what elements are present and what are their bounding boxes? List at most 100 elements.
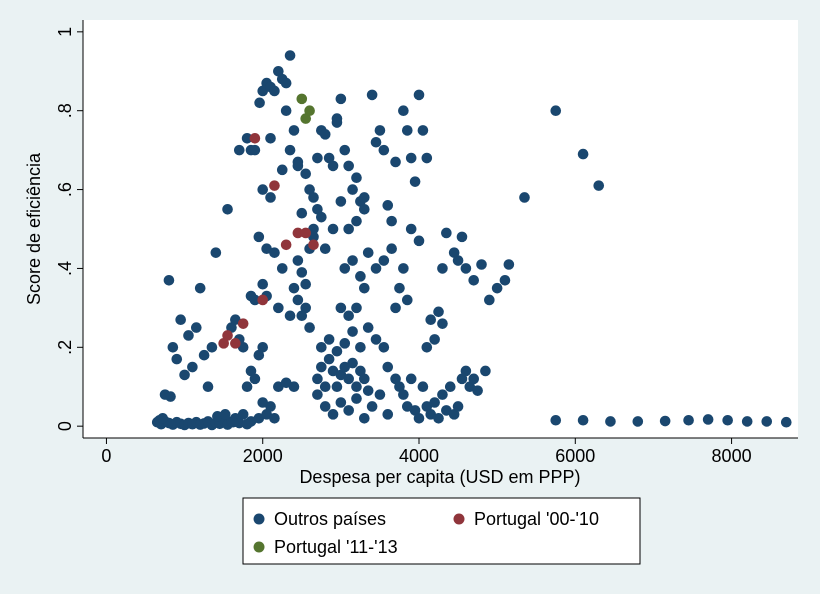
point-outros-paises xyxy=(780,416,792,428)
point-outros-paises xyxy=(253,231,265,243)
point-outros-paises xyxy=(390,302,401,314)
point-outros-paises xyxy=(335,302,347,314)
point-outros-paises xyxy=(448,409,460,420)
point-outros-paises xyxy=(335,196,347,207)
point-outros-paises xyxy=(276,263,288,274)
point-outros-paises xyxy=(241,133,253,144)
point-outros-paises xyxy=(351,215,362,227)
point-outros-paises xyxy=(468,373,480,385)
point-outros-paises xyxy=(312,373,323,385)
point-outros-paises xyxy=(265,133,276,144)
point-outros-paises xyxy=(227,416,239,428)
point-outros-paises xyxy=(261,409,272,420)
point-outros-paises xyxy=(292,294,304,306)
point-outros-paises xyxy=(157,412,169,424)
point-portugal-11-13 xyxy=(296,93,308,105)
legend-label-outros-paises: Outros países xyxy=(274,509,386,529)
point-outros-paises xyxy=(519,192,530,203)
point-outros-paises xyxy=(444,381,456,393)
point-outros-paises xyxy=(300,302,312,314)
point-outros-paises xyxy=(476,259,487,270)
point-outros-paises xyxy=(409,176,421,187)
point-outros-paises xyxy=(437,263,448,274)
point-outros-paises xyxy=(550,105,562,116)
point-outros-paises xyxy=(339,144,351,156)
point-portugal-11-13 xyxy=(304,105,315,116)
point-outros-paises xyxy=(394,381,405,393)
point-outros-paises xyxy=(480,365,491,377)
point-outros-paises xyxy=(421,401,433,412)
point-outros-paises xyxy=(632,416,644,427)
point-outros-paises xyxy=(448,247,460,258)
point-outros-paises xyxy=(347,184,358,195)
point-outros-paises xyxy=(366,89,378,101)
point-outros-paises xyxy=(394,282,405,294)
point-outros-paises xyxy=(198,349,210,361)
point-outros-paises xyxy=(351,381,362,393)
y-tick-label: .8 xyxy=(55,103,75,118)
point-outros-paises xyxy=(316,342,327,353)
point-outros-paises xyxy=(468,274,480,286)
point-outros-paises xyxy=(702,414,714,425)
point-outros-paises xyxy=(331,381,343,393)
point-outros-paises xyxy=(741,416,753,427)
point-outros-paises xyxy=(437,318,448,329)
point-outros-paises xyxy=(269,85,280,97)
point-outros-paises xyxy=(390,373,401,385)
point-outros-paises xyxy=(429,334,440,345)
point-outros-paises xyxy=(484,294,495,306)
point-outros-paises xyxy=(362,322,374,333)
point-outros-paises xyxy=(761,416,773,427)
point-outros-paises xyxy=(273,302,284,314)
point-outros-paises xyxy=(359,373,370,385)
point-outros-paises xyxy=(261,243,272,255)
point-outros-paises xyxy=(347,255,358,266)
point-outros-paises xyxy=(292,255,304,266)
point-outros-paises xyxy=(327,160,339,172)
point-outros-paises xyxy=(308,223,319,235)
point-outros-paises xyxy=(202,381,214,393)
point-outros-paises xyxy=(300,168,312,180)
point-outros-paises xyxy=(605,416,616,427)
point-outros-paises xyxy=(421,152,433,164)
point-outros-paises xyxy=(300,278,312,290)
point-outros-paises xyxy=(296,310,308,322)
point-portugal-00-10 xyxy=(269,180,280,191)
x-tick-label: 4000 xyxy=(399,446,439,466)
point-outros-paises xyxy=(339,263,351,274)
point-outros-paises xyxy=(433,306,444,318)
point-outros-paises xyxy=(296,267,308,278)
point-outros-paises xyxy=(452,255,464,266)
x-tick-label: 6000 xyxy=(555,446,595,466)
point-outros-paises xyxy=(401,401,413,412)
point-outros-paises xyxy=(362,385,374,396)
legend: Outros países Portugal '00-'10 Portugal … xyxy=(242,497,641,565)
point-outros-paises xyxy=(273,65,284,77)
point-outros-paises xyxy=(257,184,269,195)
point-portugal-00-10 xyxy=(249,133,261,144)
point-outros-paises xyxy=(499,274,511,286)
point-outros-paises xyxy=(429,397,440,408)
point-outros-paises xyxy=(296,207,308,219)
point-outros-paises xyxy=(273,381,284,393)
point-portugal-00-10 xyxy=(292,227,304,239)
point-outros-paises xyxy=(288,125,300,136)
point-outros-paises xyxy=(464,381,476,393)
point-outros-paises xyxy=(280,377,292,389)
point-outros-paises xyxy=(401,294,413,306)
point-outros-paises xyxy=(347,357,358,369)
point-outros-paises xyxy=(312,389,323,400)
point-outros-paises xyxy=(284,50,296,61)
point-outros-paises xyxy=(288,282,300,294)
point-outros-paises xyxy=(351,302,362,314)
x-tick-label: 0 xyxy=(101,446,111,466)
legend-marker-portugal-11-13 xyxy=(253,541,265,553)
point-outros-paises xyxy=(219,409,231,420)
point-outros-paises xyxy=(577,414,589,426)
point-outros-paises xyxy=(390,156,401,168)
point-outros-paises xyxy=(288,381,300,393)
point-outros-paises xyxy=(417,381,429,393)
point-outros-paises xyxy=(183,330,194,341)
point-outros-paises xyxy=(425,314,437,325)
